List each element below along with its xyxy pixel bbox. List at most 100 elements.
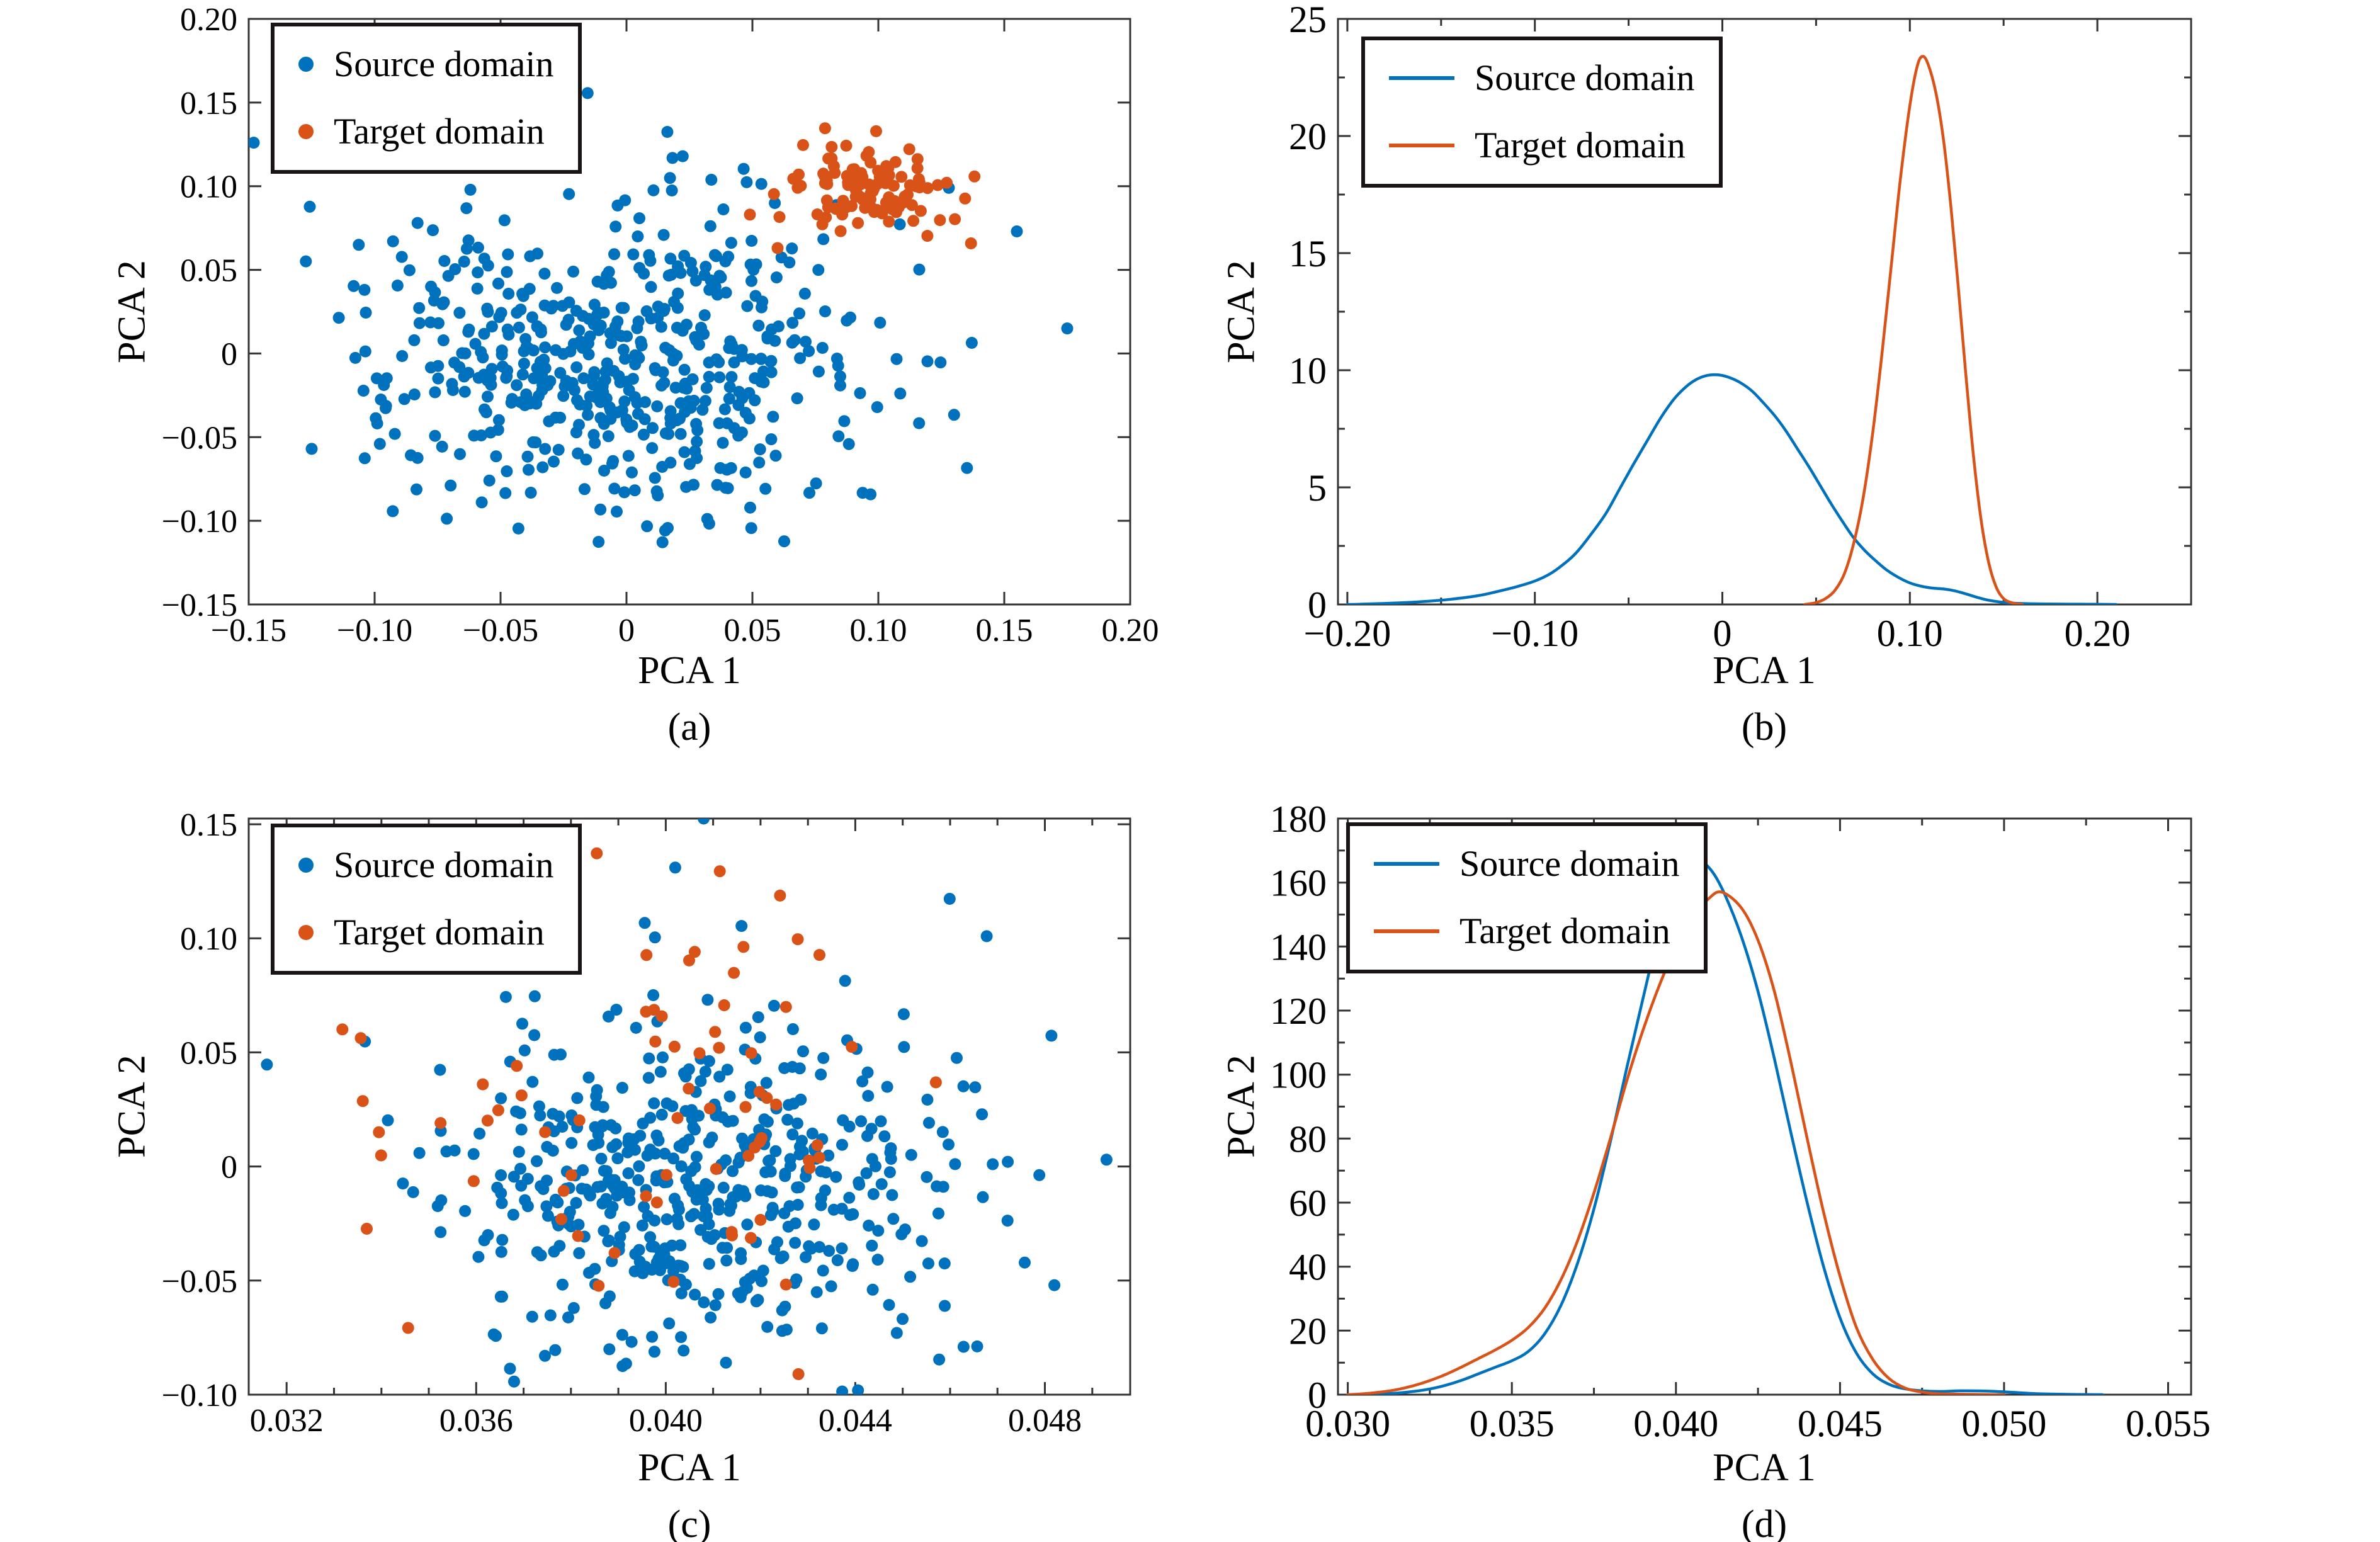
y-axis-label-b: PCA 2 [1220,260,1263,363]
svg-text:0.050: 0.050 [1961,1403,2046,1444]
svg-text:0.15: 0.15 [180,86,237,122]
legend-label-target: Target domain [1475,124,1686,166]
x-axis-label-d: PCA 1 [1713,1446,1816,1489]
target-line-marker-icon [1389,144,1454,148]
legend-c: Source domain Target domain [271,824,582,975]
svg-text:0: 0 [1308,584,1327,626]
legend-item-source: Source domain [1374,843,1680,884]
legend-item-target: Target domain [298,110,554,152]
svg-text:20: 20 [1289,116,1327,157]
legend-label-source: Source domain [1459,843,1680,884]
svg-text:0.048: 0.048 [1008,1403,1082,1439]
svg-text:0.044: 0.044 [819,1403,892,1439]
svg-text:0: 0 [221,1150,237,1186]
legend-item-source: Source domain [1389,59,1695,98]
svg-text:0: 0 [1713,613,1732,654]
svg-text:25: 25 [1289,0,1327,40]
legend-item-target: Target domain [1374,912,1680,951]
svg-text:0.035: 0.035 [1470,1403,1555,1444]
subplot-caption-c: (c) [667,1503,711,1542]
y-axis-label-c: PCA 2 [110,1055,154,1158]
svg-text:80: 80 [1289,1118,1327,1160]
svg-text:0.05: 0.05 [180,253,237,289]
svg-text:140: 140 [1270,926,1327,968]
svg-text:0.040: 0.040 [1633,1403,1718,1444]
svg-text:0.15: 0.15 [976,613,1033,649]
kde-plot-b: −0.20 −0.10 0 0.10 0.20 0 5 10 15 20 25 [1289,0,2192,654]
svg-text:−0.15: −0.15 [211,613,286,649]
legend-label-source: Source domain [1475,57,1695,98]
legend-item-target: Target domain [1389,124,1695,166]
target-dot-marker-icon [298,925,314,941]
legend-label-source: Source domain [334,43,554,84]
legend-label-target: Target domain [334,911,545,953]
svg-text:−0.20: −0.20 [1303,613,1391,654]
svg-text:40: 40 [1289,1247,1327,1288]
svg-text:0.10: 0.10 [850,613,907,649]
svg-text:100: 100 [1270,1055,1327,1096]
svg-text:−0.10: −0.10 [162,1378,237,1414]
svg-text:15: 15 [1289,233,1327,275]
svg-text:0.032: 0.032 [250,1403,324,1439]
legend-label-target: Target domain [1459,910,1670,951]
svg-text:0.045: 0.045 [1798,1403,1883,1444]
svg-text:0.05: 0.05 [180,1035,237,1071]
x-axis-label-b: PCA 1 [1713,649,1816,692]
svg-text:0.10: 0.10 [180,921,237,957]
source-line-marker-icon [1374,862,1439,866]
svg-text:160: 160 [1270,863,1327,904]
svg-text:−0.05: −0.05 [463,613,538,649]
svg-text:−0.10: −0.10 [1491,613,1578,654]
svg-text:60: 60 [1289,1182,1327,1224]
y-axis-label-d: PCA 2 [1220,1055,1263,1158]
source-dot-marker-icon [298,57,314,72]
svg-text:0.036: 0.036 [439,1403,513,1439]
svg-text:0.20: 0.20 [180,2,237,38]
svg-text:0.10: 0.10 [180,169,237,205]
svg-text:20: 20 [1289,1310,1327,1352]
svg-text:−0.10: −0.10 [162,504,237,540]
target-dot-marker-icon [298,124,314,140]
legend-item-source: Source domain [298,45,554,84]
svg-text:120: 120 [1270,990,1327,1032]
svg-text:−0.05: −0.05 [162,1264,237,1300]
svg-text:−0.10: −0.10 [337,613,412,649]
svg-text:−0.15: −0.15 [162,587,237,623]
legend-label-source: Source domain [334,844,554,885]
legend-label-target: Target domain [334,110,545,152]
svg-text:0: 0 [1308,1375,1327,1416]
svg-text:0.15: 0.15 [180,807,237,843]
svg-text:0.030: 0.030 [1305,1403,1390,1444]
scatter-plot-c: 0.032 0.036 0.040 0.044 0.048 0.15 0.10 0.05 0 −0… [162,807,1131,1439]
panel-a: −0.15 −0.10 −0.05 0 0.05 0.10 0.15 0.20 0.20 0.15… [0,0,1190,771]
svg-text:0.10: 0.10 [1877,613,1943,654]
source-line-marker-icon [1389,76,1454,81]
legend-b: Source domain Target domain [1361,37,1723,188]
svg-text:0.040: 0.040 [629,1403,703,1439]
svg-text:−0.05: −0.05 [162,420,237,456]
x-axis-label-a: PCA 1 [638,649,741,692]
y-axis-label-a: PCA 2 [110,260,154,363]
source-dot-marker-icon [298,858,314,873]
panel-b: −0.20 −0.10 0 0.10 0.20 0 5 10 15 20 25 PCA 2 PCA … [1190,0,2380,771]
svg-text:0: 0 [221,336,237,372]
target-line-marker-icon [1374,929,1439,934]
panel-c: 0.032 0.036 0.040 0.044 0.048 0.15 0.10 0.05 0 −0… [0,771,1190,1542]
svg-text:180: 180 [1270,798,1327,840]
svg-text:0.055: 0.055 [2126,1403,2211,1444]
subplot-caption-b: (b) [1741,706,1788,749]
scatter-plot-a: −0.15 −0.10 −0.05 0 0.05 0.10 0.15 0.20 0.20 0.15… [162,2,1159,649]
subplot-caption-d: (d) [1741,1503,1788,1542]
legend-a: Source domain Target domain [271,23,582,174]
legend-item-target: Target domain [298,911,554,953]
x-axis-label-c: PCA 1 [638,1446,741,1489]
subplot-caption-a: (a) [667,706,711,749]
svg-text:0: 0 [618,613,635,649]
svg-text:0.20: 0.20 [1102,613,1159,649]
legend-d: Source domain Target domain [1346,822,1708,973]
svg-text:10: 10 [1289,350,1327,392]
kde-plot-d: 0.030 0.035 0.040 0.045 0.050 0.055 0 20 40 60 80 1… [1270,798,2211,1444]
svg-text:0.20: 0.20 [2065,613,2131,654]
svg-text:0.05: 0.05 [724,613,781,649]
